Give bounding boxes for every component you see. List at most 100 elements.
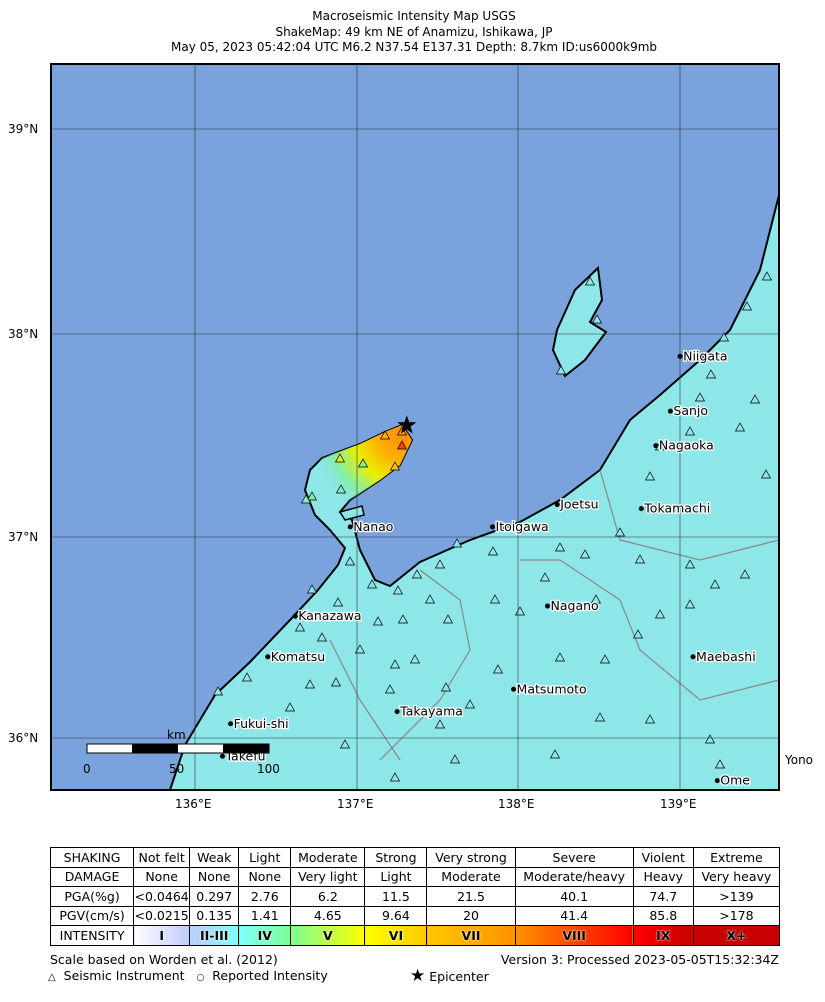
station-triangle-icon[interactable] — [584, 276, 596, 286]
station-triangle-icon[interactable] — [389, 461, 401, 471]
station-triangle-icon[interactable] — [354, 644, 366, 654]
station-triangle-icon[interactable] — [384, 684, 396, 694]
station-triangle-icon[interactable] — [709, 579, 721, 589]
station-triangle-icon[interactable] — [579, 549, 591, 559]
station-triangle-icon[interactable] — [761, 271, 773, 281]
scale-unit: km — [167, 728, 186, 742]
station-triangle-icon[interactable] — [684, 599, 696, 609]
station-triangle-icon[interactable] — [409, 654, 421, 664]
station-triangle-icon[interactable] — [357, 458, 369, 468]
station-triangle-icon[interactable] — [379, 430, 391, 440]
station-triangle-icon[interactable] — [396, 440, 408, 450]
station-triangle-icon[interactable] — [332, 597, 344, 607]
intensity-cell: X+ — [692, 925, 781, 946]
city-label: Sanjo — [673, 403, 708, 418]
station-triangle-icon[interactable] — [760, 469, 772, 479]
station-triangle-icon[interactable] — [590, 594, 602, 604]
station-triangle-icon[interactable] — [714, 759, 726, 769]
station-triangle-icon[interactable] — [306, 491, 318, 501]
city-nagano: Nagano — [545, 597, 600, 614]
station-triangle-icon[interactable] — [434, 719, 446, 729]
lon-tick: 139°E — [660, 797, 697, 811]
station-triangle-icon[interactable] — [492, 664, 504, 674]
station-triangle-icon[interactable] — [316, 632, 328, 642]
station-triangle-icon[interactable] — [330, 677, 342, 687]
legend-cell: None — [189, 866, 240, 887]
station-triangle-icon[interactable] — [594, 712, 606, 722]
station-triangle-icon[interactable] — [555, 365, 567, 375]
station-triangle-icon[interactable] — [389, 772, 401, 782]
station-triangle-icon[interactable] — [734, 422, 746, 432]
station-triangle-icon[interactable] — [644, 471, 656, 481]
station-triangle-icon[interactable] — [304, 679, 316, 689]
legend-cell: Not felt — [133, 847, 191, 868]
station-triangle-icon[interactable] — [554, 652, 566, 662]
city-niigata: Niigata — [677, 347, 729, 365]
station-triangle-icon[interactable] — [212, 686, 224, 696]
intensity-cell: I — [133, 925, 191, 946]
scale-label-0: 0 — [83, 762, 91, 776]
city-dot — [394, 709, 400, 715]
station-triangle-icon[interactable] — [741, 301, 753, 311]
station-triangle-icon[interactable] — [739, 569, 751, 579]
scale-note: Scale based on Worden et al. (2012) — [50, 952, 278, 967]
station-triangle-icon[interactable] — [449, 754, 461, 764]
station-triangle-icon[interactable] — [442, 614, 454, 624]
station-triangle-icon[interactable] — [334, 453, 346, 463]
station-triangle-icon[interactable] — [464, 699, 476, 709]
city-dot — [292, 613, 298, 619]
legend-cell: None — [133, 866, 191, 887]
station-triangle-icon[interactable] — [539, 572, 551, 582]
station-triangle-icon[interactable] — [614, 527, 626, 537]
legend-cell: <0.0215 — [133, 905, 191, 926]
station-triangle-icon[interactable] — [634, 554, 646, 564]
station-triangle-icon[interactable] — [389, 659, 401, 669]
station-triangle-icon[interactable] — [718, 332, 730, 342]
station-triangle-icon[interactable] — [654, 609, 666, 619]
station-triangle-icon[interactable] — [705, 369, 717, 379]
legend-cell: 0.135 — [189, 905, 240, 926]
station-triangle-icon[interactable] — [392, 585, 404, 595]
station-triangle-icon[interactable] — [694, 392, 706, 402]
station-triangle-icon[interactable] — [632, 629, 644, 639]
station-triangle-icon[interactable] — [489, 594, 501, 604]
station-triangle-icon[interactable] — [487, 546, 499, 556]
station-triangle-icon[interactable] — [306, 584, 318, 594]
station-triangle-icon[interactable] — [451, 538, 463, 548]
legend-epicenter: ★ Epicenter — [410, 966, 489, 986]
station-triangle-icon[interactable] — [434, 559, 446, 569]
legend-row: PGV(cm/s) <0.0215 0.135 1.41 4.65 9.64 20 41.4 8… — [49, 905, 781, 926]
station-triangle-icon[interactable] — [440, 682, 452, 692]
land-sado — [551, 265, 608, 378]
station-triangle-icon[interactable] — [549, 749, 561, 759]
station-triangle-icon[interactable] — [241, 672, 253, 682]
station-triangle-icon[interactable] — [424, 594, 436, 604]
intensity-map[interactable]: Niigata Sanjo Nagaoka Joetsu Tokamachi Itoiga… — [0, 0, 825, 830]
station-triangle-icon[interactable] — [644, 714, 656, 724]
legend-cell: 74.7 — [632, 886, 694, 907]
station-triangle-icon[interactable] — [684, 559, 696, 569]
legend-cell: >139 — [692, 886, 781, 907]
station-triangle-icon[interactable] — [684, 426, 696, 436]
station-triangle-icon[interactable] — [339, 739, 351, 749]
city-dot — [511, 686, 517, 692]
station-triangle-icon[interactable] — [284, 702, 296, 712]
station-triangle-icon[interactable] — [397, 614, 409, 624]
intensity-cell: IX — [632, 925, 694, 946]
epicenter-star-icon[interactable] — [397, 415, 417, 434]
station-triangle-icon[interactable] — [591, 314, 603, 324]
station-triangle-icon[interactable] — [372, 616, 384, 626]
map-frame — [50, 63, 780, 791]
station-triangle-icon[interactable] — [335, 484, 347, 494]
station-triangle-icon[interactable] — [366, 579, 378, 589]
station-triangle-icon[interactable] — [300, 494, 312, 504]
station-triangle-icon[interactable] — [704, 734, 716, 744]
station-triangle-icon[interactable] — [294, 622, 306, 632]
station-triangle-icon[interactable] — [599, 654, 611, 664]
legend-cell: 41.4 — [514, 905, 634, 926]
station-triangle-icon[interactable] — [749, 394, 761, 404]
station-triangle-icon[interactable] — [554, 542, 566, 552]
station-triangle-icon[interactable] — [411, 569, 423, 579]
station-triangle-icon[interactable] — [344, 556, 356, 566]
city-kanazawa: Kanazawa — [292, 607, 363, 624]
